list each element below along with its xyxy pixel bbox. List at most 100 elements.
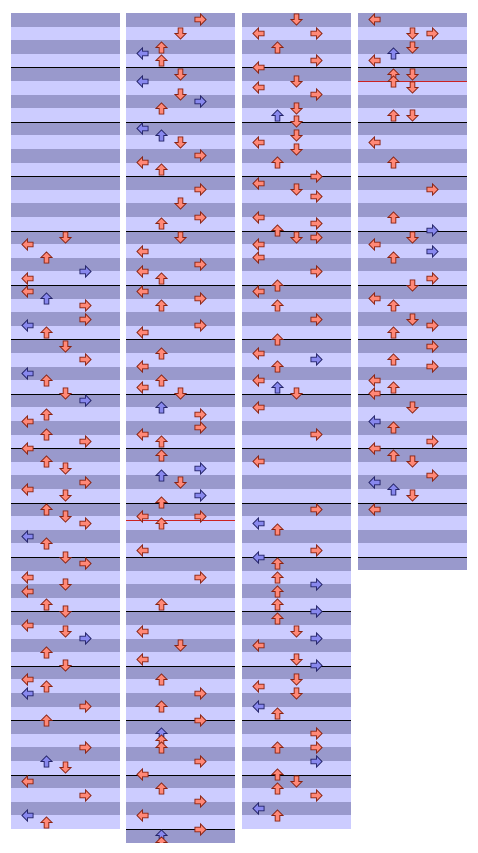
left-arrow-icon [252,26,265,41]
right-arrow-icon [310,53,323,68]
lane-row [126,366,235,381]
lane-row [358,516,467,531]
left-arrow-icon [252,699,265,714]
lane-row [242,81,351,95]
lane-row [11,652,120,667]
down-arrow-icon [386,421,401,434]
lane-row [358,285,467,299]
lane-row [358,393,467,408]
lane-row [126,271,235,286]
left-arrow-icon [252,81,265,95]
down-arrow-icon [386,448,401,462]
right-arrow-icon [426,271,439,285]
lane-row [126,584,235,599]
lane-row [126,108,235,123]
left-arrow-icon [368,414,381,428]
lane-row [11,176,120,191]
down-arrow-icon [270,768,285,781]
left-arrow-icon [368,387,381,401]
lane-row [126,652,235,667]
down-arrow-icon [154,741,169,754]
right-arrow-icon [310,727,323,741]
right-arrow-icon [310,543,323,557]
lane-row [11,244,120,259]
lane-row [11,13,120,27]
lane-row [358,380,467,395]
down-arrow-icon [270,360,285,373]
right-arrow-icon [194,461,207,476]
lane-row [126,720,235,735]
up-arrow-icon [173,68,188,81]
down-arrow-icon [386,380,401,394]
down-arrow-icon [270,584,285,598]
left-arrow-icon [136,155,149,170]
measure-line [11,774,120,776]
up-arrow-icon [58,510,73,523]
down-arrow-icon [39,503,54,516]
left-arrow-icon [21,319,34,333]
lane-row [11,720,120,735]
chart-column-3[interactable] [242,13,351,829]
lane-row [358,244,467,259]
lane-row [11,108,120,123]
lane-row [11,217,120,231]
left-arrow-icon [252,60,265,75]
down-arrow-icon [39,679,54,693]
right-arrow-icon [310,189,323,204]
lane-row [126,380,235,395]
lane-row [11,325,120,340]
measure-line [242,611,351,613]
lane-row [11,693,120,707]
up-arrow-icon [405,231,420,244]
chart-column-2[interactable] [126,13,235,843]
measure-line [11,448,120,450]
lane-row [358,366,467,381]
lane-row [358,189,467,204]
down-arrow-icon [386,47,401,60]
left-arrow-icon [252,346,265,360]
lane-row [358,121,467,136]
lane-row [11,285,120,299]
lane-row [126,706,235,721]
down-arrow-icon [154,496,169,509]
right-arrow-icon [194,149,207,163]
lane-row [242,733,351,748]
down-arrow-icon [270,299,285,312]
left-arrow-icon [136,264,149,279]
lane-row [11,774,120,789]
measure-line [126,557,235,558]
down-arrow-icon [270,333,285,346]
lane-row [358,434,467,449]
lane-row [126,149,235,163]
measure-line [126,502,235,504]
down-arrow-icon [270,40,285,54]
lane-row [242,679,351,694]
down-arrow-icon [39,645,54,659]
down-arrow-icon [386,74,401,88]
lane-row [242,393,351,408]
up-arrow-icon [405,68,420,81]
up-arrow-icon [405,40,420,54]
lane-row [242,325,351,340]
right-arrow-icon [426,26,439,41]
up-arrow-icon [405,401,420,414]
measure-line [358,393,467,395]
left-arrow-icon [136,625,149,639]
lane-row [358,271,467,286]
right-arrow-icon [426,359,439,374]
down-arrow-icon [154,673,169,686]
measure-line [126,448,235,450]
up-arrow-icon [58,340,73,353]
chart-column-1[interactable] [11,13,120,829]
left-arrow-icon [368,237,381,251]
right-arrow-icon [310,230,323,245]
down-arrow-icon [39,598,54,611]
right-arrow-icon [310,353,323,367]
chart-column-4[interactable] [358,13,467,570]
lane-row [358,543,467,558]
lane-row [358,325,467,340]
measure-line [126,121,235,123]
up-arrow-icon [173,476,188,489]
lane-row [358,217,467,231]
down-arrow-icon [386,108,401,122]
